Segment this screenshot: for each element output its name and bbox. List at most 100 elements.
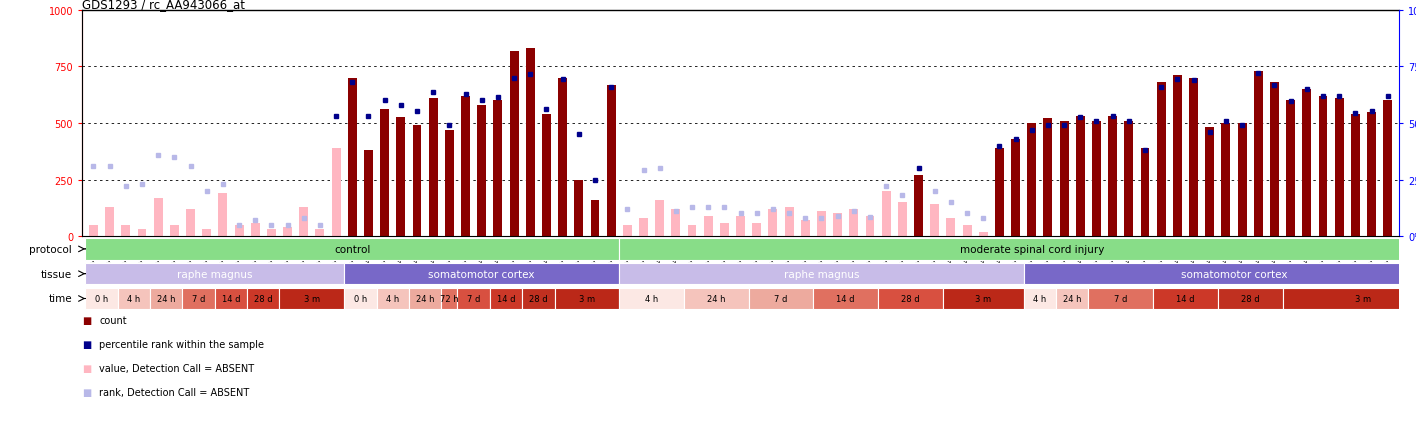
Bar [752,223,762,237]
Bar [137,230,146,237]
Bar [1140,148,1150,237]
Text: 3 m: 3 m [579,294,595,303]
Bar [1270,83,1279,237]
Text: 7 d: 7 d [1114,294,1127,303]
Bar [1366,112,1376,237]
Bar [619,239,1416,260]
Bar [248,288,279,309]
Bar [215,288,248,309]
Text: 24 h: 24 h [416,294,435,303]
Bar [150,288,183,309]
Bar [930,205,939,237]
Text: 28 d: 28 d [901,294,920,303]
Bar [1218,288,1283,309]
Text: 3 m: 3 m [1355,294,1372,303]
Bar [1089,288,1153,309]
Bar [688,225,697,237]
Bar [525,49,535,237]
Bar [1283,288,1416,309]
Bar [493,101,503,237]
Bar [1153,288,1218,309]
Bar [736,216,745,237]
Bar [995,148,1004,237]
Bar [1028,124,1037,237]
Text: GDS1293 / rc_AA943066_at: GDS1293 / rc_AA943066_at [82,0,245,11]
Text: 7 d: 7 d [467,294,480,303]
Bar [412,126,422,237]
Bar [1011,139,1020,237]
Text: ■: ■ [82,315,92,325]
Bar [575,180,583,237]
Bar [1076,117,1085,237]
Bar [1157,83,1165,237]
Bar [656,201,664,237]
Text: 7 d: 7 d [775,294,787,303]
Bar [1383,101,1392,237]
Text: ■: ■ [82,363,92,373]
Bar [671,210,680,237]
Bar [344,263,619,285]
Text: 24 h: 24 h [707,294,725,303]
Bar [118,288,150,309]
Bar [316,230,324,237]
Bar [623,225,632,237]
Text: protocol: protocol [30,244,72,254]
Text: value, Detection Call = ABSENT: value, Detection Call = ABSENT [99,363,255,373]
Bar [202,230,211,237]
Bar [170,225,178,237]
Bar [719,223,729,237]
Bar [1056,288,1089,309]
Text: ■: ■ [82,339,92,349]
Text: rank, Detection Call = ABSENT: rank, Detection Call = ABSENT [99,387,249,397]
Text: 0 h: 0 h [354,294,367,303]
Text: somatomotor cortex: somatomotor cortex [1181,269,1287,279]
Text: 24 h: 24 h [157,294,176,303]
Text: control: control [334,244,371,254]
Text: 4 h: 4 h [387,294,399,303]
Text: 0 h: 0 h [95,294,108,303]
Text: 28 d: 28 d [1240,294,1259,303]
Bar [813,288,878,309]
Bar [364,151,372,237]
Bar [1303,90,1311,237]
Bar [590,201,599,237]
Bar [1222,124,1231,237]
Bar [1318,97,1327,237]
Bar [331,148,341,237]
Bar [1335,99,1344,237]
Bar [85,239,619,260]
Bar [89,225,98,237]
Bar [348,79,357,237]
Bar [105,207,115,237]
Bar [850,210,858,237]
Bar [457,288,490,309]
Bar [898,203,906,237]
Bar [946,218,956,237]
Bar [801,221,810,237]
Bar [1205,128,1214,237]
Text: raphe magnus: raphe magnus [177,269,252,279]
Bar [542,115,551,237]
Bar [510,52,518,237]
Bar [185,210,195,237]
Bar [251,223,259,237]
Bar [283,227,292,237]
Bar [396,118,405,237]
Text: 28 d: 28 d [253,294,273,303]
Bar [344,288,377,309]
Text: somatomotor cortex: somatomotor cortex [429,269,535,279]
Bar [684,288,749,309]
Bar [1024,263,1416,285]
Bar [769,210,777,237]
Text: percentile rank within the sample: percentile rank within the sample [99,339,265,349]
Bar [833,214,843,237]
Bar [183,288,215,309]
Bar [639,218,649,237]
Text: time: time [48,294,72,304]
Bar [619,263,1024,285]
Bar [1253,72,1263,237]
Bar [409,288,442,309]
Bar [978,232,988,237]
Text: 14 d: 14 d [837,294,855,303]
Bar [1172,76,1182,237]
